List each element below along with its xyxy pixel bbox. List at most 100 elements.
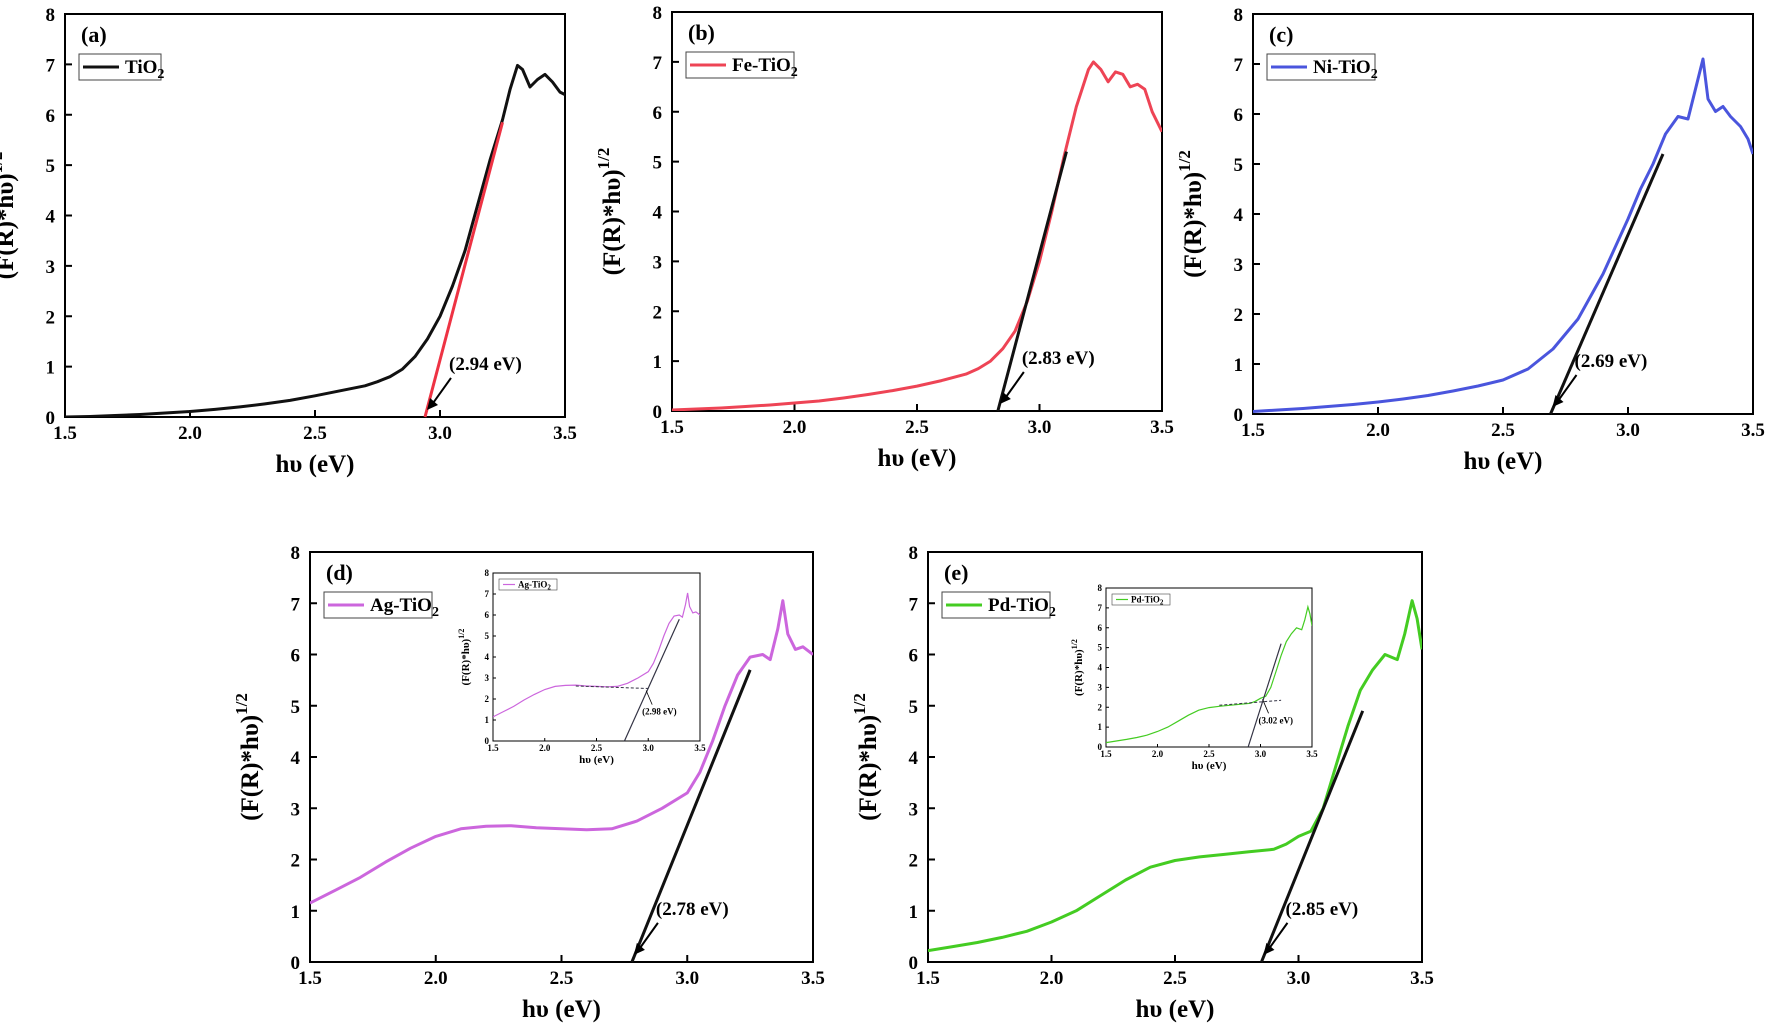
- legend-label-subscript: 2: [1160, 599, 1164, 607]
- y-tick-label: 6: [291, 646, 301, 667]
- x-axis-label: hυ (eV): [1464, 448, 1543, 475]
- x-axis-label: hυ (eV): [522, 996, 601, 1023]
- inset-fit-line: [1247, 643, 1282, 748]
- y-axis-label-text: (F(R)*hυ): [237, 715, 264, 821]
- annotation-arrow-head: [1552, 395, 1564, 407]
- x-tick-label: 2.5: [905, 417, 929, 438]
- y-tick-label: 3: [1234, 255, 1244, 276]
- y-axis-label-text: (F(R)*hυ): [1180, 172, 1207, 278]
- x-tick-label: 3.5: [1741, 420, 1765, 441]
- x-axis-label: hυ (eV): [878, 445, 957, 472]
- x-tick-label: 3.0: [675, 968, 699, 989]
- x-tick-label: 1.5: [916, 968, 940, 989]
- y-axis-label-superscript: 1/2: [457, 629, 466, 639]
- x-tick-label: 1.5: [660, 417, 684, 438]
- y-tick-label: 3: [653, 252, 663, 273]
- band-gap-annotation: (2.69 eV): [1575, 351, 1648, 372]
- y-axis-label-superscript: 1/2: [232, 693, 251, 715]
- band-gap-annotation: (2.83 eV): [1022, 348, 1095, 369]
- annotation-arrow-head: [999, 392, 1011, 405]
- panel-a: 1.5 2.0 2.5 3.0 3.5 0 1 2 3 4 5 6 7 8 hυ (eV) (F(R)*hυ)…: [0, 5, 577, 478]
- y-tick-label: 1: [1234, 355, 1244, 376]
- x-tick-label: 2.0: [539, 743, 551, 753]
- legend-box: [1111, 593, 1171, 606]
- legend-label: Fe-TiO2: [732, 55, 798, 80]
- y-tick-label: 6: [909, 646, 919, 667]
- y-axis-label-text: (F(R)*hυ): [599, 169, 626, 275]
- y-tick-label: 5: [653, 153, 663, 174]
- x-tick-label: 2.5: [303, 423, 327, 444]
- tangent-fit-line: [630, 669, 752, 963]
- x-tick-label: 3.0: [1287, 968, 1311, 989]
- y-tick-label: 7: [46, 55, 56, 76]
- legend-label: TiO2: [125, 57, 164, 82]
- x-tick-label: 3.0: [428, 423, 452, 444]
- y-tick-label: 4: [1098, 663, 1103, 673]
- band-gap-annotation: (2.78 eV): [656, 899, 729, 920]
- y-tick-label: 4: [291, 748, 301, 769]
- y-axis-label-text: (F(R)*hυ): [0, 173, 19, 279]
- y-tick-label: 2: [1234, 305, 1244, 326]
- y-tick-label: 7: [485, 589, 490, 599]
- x-tick-label: 3.0: [643, 743, 655, 753]
- y-axis-label-text: (F(R)*hυ): [1073, 649, 1085, 696]
- y-tick-label: 1: [485, 715, 490, 725]
- x-tick-label: 3.0: [1255, 749, 1267, 759]
- x-tick-label: 1.5: [298, 968, 322, 989]
- y-tick-label: 6: [485, 610, 490, 620]
- y-tick-label: 7: [1234, 55, 1244, 76]
- y-tick-label: 1: [653, 352, 663, 373]
- x-tick-label: 1.5: [1241, 420, 1265, 441]
- y-axis-label: (F(R)*hυ)1/2: [232, 693, 264, 821]
- y-tick-label: 5: [46, 156, 56, 177]
- y-tick-label: 3: [485, 673, 490, 683]
- annotation-arrow-shaft: [637, 922, 659, 952]
- y-tick-label: 7: [909, 594, 919, 615]
- y-tick-label: 2: [485, 694, 490, 704]
- inset-frame: [492, 572, 701, 742]
- y-tick-label: 0: [46, 408, 56, 429]
- inset-plot: 1.5 2.0 2.5 3.0 3.5 0 1 2 3 4 5 6 7 8 hυ (eV) (F(R)*hυ)…: [457, 568, 706, 766]
- legend-label-text: Ag-TiO: [518, 580, 547, 590]
- inset-fit-line: [623, 618, 680, 742]
- x-axis-label: hυ (eV): [1192, 760, 1227, 772]
- legend-label: Ag-TiO2: [518, 580, 551, 592]
- y-tick-label: 0: [653, 402, 663, 423]
- legend-label-text: Pd-TiO: [1131, 595, 1160, 605]
- inset-series-line: [1106, 604, 1312, 744]
- y-tick-label: 1: [46, 358, 56, 379]
- x-tick-label: 2.0: [424, 968, 448, 989]
- annotation-arrow-shaft: [430, 377, 452, 407]
- annotation-arrow-head: [1263, 942, 1275, 955]
- y-axis-label-superscript: 1/2: [1175, 150, 1194, 172]
- inset-plot: 1.5 2.0 2.5 3.0 3.5 0 1 2 3 4 5 6 7 8 hυ (eV) (F(R)*hυ)…: [1070, 583, 1318, 772]
- legend-label-text: Ag-TiO: [370, 595, 432, 616]
- legend-label: Pd-TiO2: [1131, 595, 1164, 607]
- x-tick-label: 3.5: [694, 743, 706, 753]
- y-tick-label: 8: [909, 543, 919, 564]
- y-tick-label: 3: [46, 257, 56, 278]
- y-tick-label: 3: [909, 799, 919, 820]
- y-tick-label: 6: [1234, 105, 1244, 126]
- panel-tag: (b): [688, 20, 715, 45]
- y-tick-label: 7: [653, 53, 663, 74]
- y-tick-label: 2: [291, 851, 301, 872]
- series-line-ag-tio2: [310, 599, 813, 905]
- tangent-fit-line: [1260, 710, 1365, 963]
- y-tick-label: 8: [291, 543, 301, 564]
- panel-tag: (c): [1269, 22, 1293, 47]
- y-tick-label: 1: [291, 902, 301, 923]
- x-axis-label: hυ (eV): [1136, 996, 1215, 1023]
- panel-tag: (e): [944, 560, 968, 585]
- x-tick-label: 3.5: [1150, 417, 1174, 438]
- x-tick-label: 1.5: [487, 743, 499, 753]
- y-tick-label: 5: [291, 697, 301, 718]
- legend-label-text: Fe-TiO: [732, 55, 791, 76]
- y-tick-label: 8: [485, 568, 490, 578]
- y-tick-label: 8: [1098, 583, 1103, 593]
- y-tick-label: 6: [653, 103, 663, 124]
- x-tick-label: 3.5: [553, 423, 577, 444]
- y-tick-label: 5: [485, 631, 490, 641]
- panel-tag: (d): [326, 560, 353, 585]
